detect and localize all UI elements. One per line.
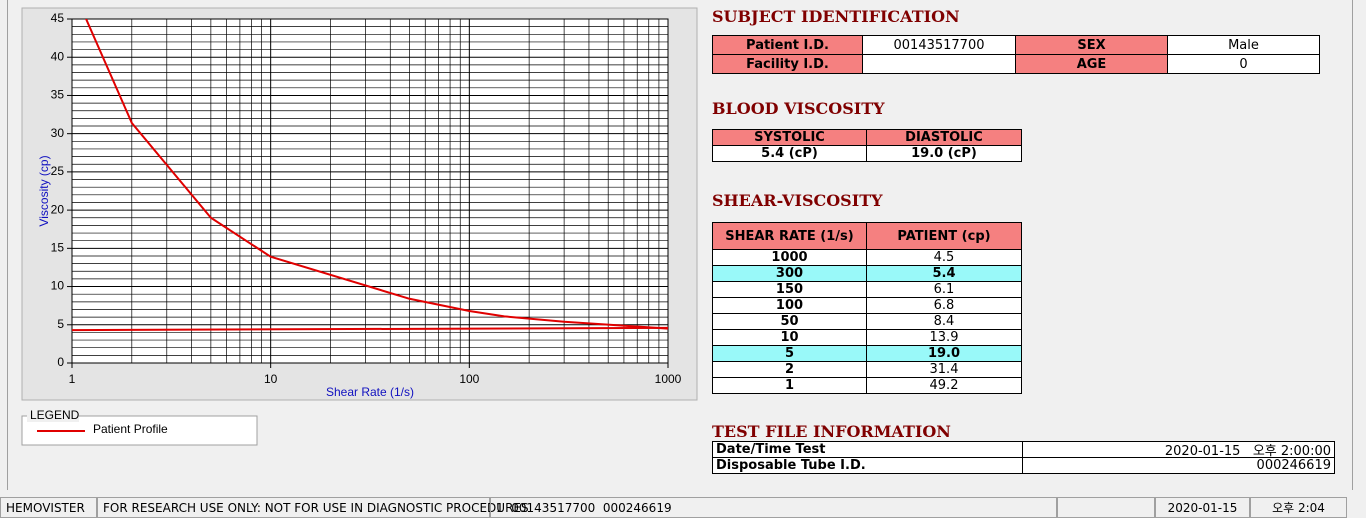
section-heading: TEST FILE INFORMATION: [712, 422, 951, 441]
table-header: SYSTOLIC: [712, 129, 867, 146]
status-cell: 2020-01-15: [1155, 497, 1250, 518]
table-cell: 150: [712, 281, 867, 298]
table-cell: Patient I.D.: [712, 35, 863, 55]
table-cell: 4.5: [866, 249, 1022, 266]
table-cell: 00143517700: [862, 35, 1016, 55]
series-line: [72, 326, 668, 332]
table-cell: 31.4: [866, 361, 1022, 378]
y-tick-label: 35: [51, 88, 65, 102]
table-cell: 50: [712, 313, 867, 330]
x-tick-label: 10: [264, 372, 278, 386]
y-tick-label: 5: [57, 317, 64, 331]
table-cell: 1: [712, 377, 867, 394]
y-tick-label: 20: [51, 202, 65, 216]
x-tick-label: 1000: [655, 372, 682, 386]
table-cell: 300: [712, 265, 867, 282]
x-tick-label: 100: [459, 372, 479, 386]
legend-title: LEGEND: [30, 408, 80, 422]
table-header: SHEAR RATE (1/s): [712, 222, 867, 250]
y-tick-label: 25: [51, 164, 65, 178]
table-cell: 6.1: [866, 281, 1022, 298]
x-axis-label: Shear Rate (1/s): [326, 385, 414, 399]
table-cell: 5.4 (cP): [712, 145, 867, 162]
table-cell: 2: [712, 361, 867, 378]
legend-title-bg: [27, 409, 79, 422]
table-cell: 19.0 (cP): [866, 145, 1022, 162]
status-cell: FOR RESEARCH USE ONLY: NOT FOR USE IN DI…: [97, 497, 529, 518]
table-cell: [862, 54, 1016, 74]
section-heading: SHEAR-VISCOSITY: [712, 191, 883, 210]
table-cell: 100: [712, 297, 867, 314]
legend-label: Patient Profile: [93, 422, 168, 436]
y-tick-label: 10: [51, 279, 65, 293]
table-header: PATIENT (cp): [866, 222, 1022, 250]
y-tick-label: 0: [57, 355, 64, 369]
table-cell: 8.4: [866, 313, 1022, 330]
table-header: DIASTOLIC: [866, 129, 1022, 146]
status-cell: 오후 2:04: [1250, 497, 1347, 518]
table-cell: Disposable Tube I.D.: [712, 457, 1023, 474]
window-border: [1352, 0, 1353, 490]
series-line: [85, 19, 668, 330]
y-tick-label: 40: [51, 49, 65, 63]
x-tick-label: 1: [69, 372, 76, 386]
y-tick-label: 45: [51, 11, 65, 25]
table-cell: 6.8: [866, 297, 1022, 314]
status-cell: 1 00143517700 000246619: [490, 497, 1057, 518]
table-cell: 49.2: [866, 377, 1022, 394]
table-cell: 2020-01-15 오후 2:00:00: [1022, 441, 1335, 459]
chart: Shear Rate (1/s) Viscosity (cp) LEGEND 0…: [21, 7, 698, 446]
table-cell: 5.4: [866, 265, 1022, 282]
plot-frame: [71, 18, 669, 364]
table-cell: 13.9: [866, 329, 1022, 346]
table-cell: 1000: [712, 249, 867, 266]
table-cell: 5: [712, 345, 867, 362]
plot-area: [72, 19, 668, 363]
section-heading: SUBJECT IDENTIFICATION: [712, 7, 960, 26]
y-tick-label: 15: [51, 241, 65, 255]
table-cell: 000246619: [1022, 457, 1335, 474]
section-heading: BLOOD VISCOSITY: [712, 99, 885, 118]
status-cell: HEMOVISTER: [0, 497, 97, 518]
table-cell: Male: [1167, 35, 1320, 55]
y-tick-label: 30: [51, 126, 65, 140]
y-axis-label: Viscosity (cp): [37, 155, 51, 226]
table-cell: SEX: [1015, 35, 1168, 55]
status-cell: [1057, 497, 1155, 518]
table-cell: 0: [1167, 54, 1320, 74]
table-cell: Date/Time Test: [712, 441, 1023, 458]
table-cell: 19.0: [866, 345, 1022, 362]
table-cell: Facility I.D.: [712, 54, 863, 74]
table-cell: AGE: [1015, 54, 1168, 74]
table-cell: 10: [712, 329, 867, 346]
window-border: [7, 0, 8, 490]
